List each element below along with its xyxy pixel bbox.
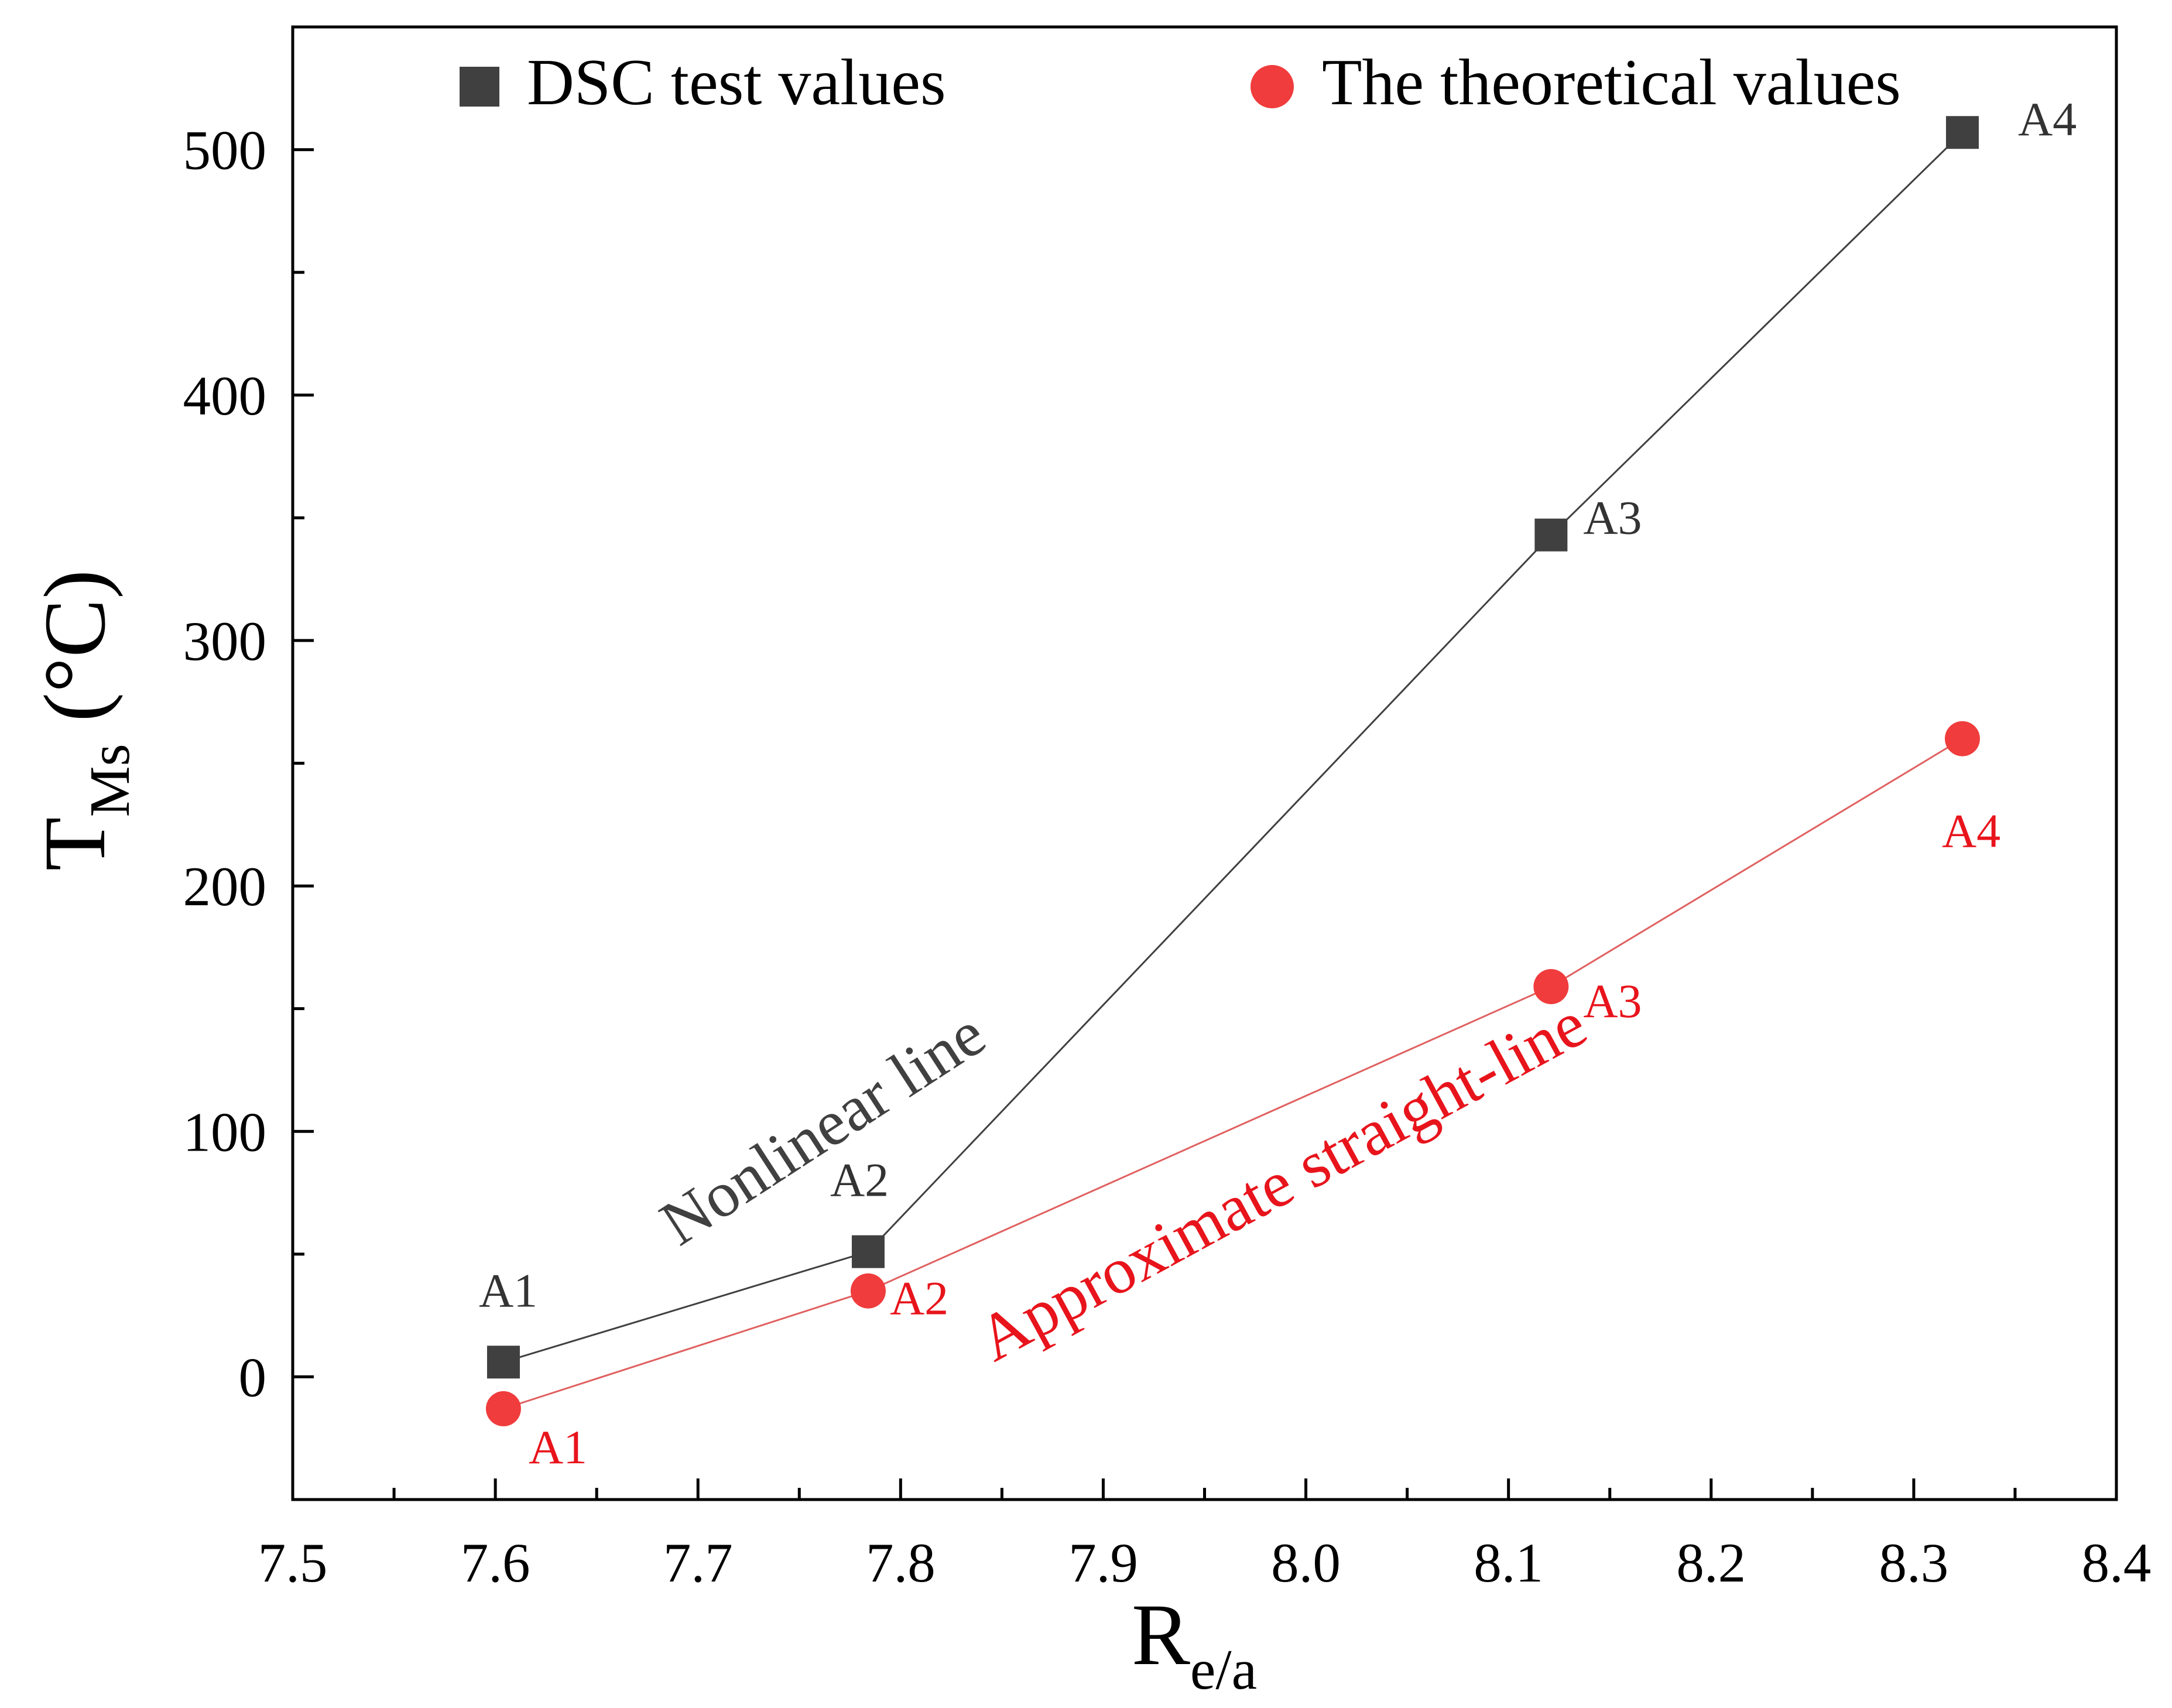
y-axis-title-unit: (°C) [26, 570, 124, 744]
x-axis-title-subscript: e/a [1190, 1638, 1257, 1702]
y-tick-label: 400 [183, 365, 267, 427]
point-label: A2 [890, 1272, 948, 1325]
series-theoretical-values: A1 A2 A3 A4 [485, 721, 2000, 1474]
annotation-nonlinear-line: Nonlinear line [648, 997, 998, 1259]
plot-frame [291, 25, 2118, 1501]
legend-marker-dsc-square [460, 67, 499, 107]
point-label: A3 [1583, 974, 1642, 1028]
point-label: A4 [2018, 93, 2077, 146]
data-point-circle [1944, 721, 1980, 757]
annotation-approximate-straight-line: Approximate straight-line [967, 987, 1598, 1375]
series-layer: A1 A2 A3 A4 A1 A2 A3 A4 [479, 93, 2077, 1474]
x-tick-label: 7.5 [258, 1532, 328, 1594]
x-tick-label: 8.0 [1271, 1532, 1341, 1594]
x-tick-label: 8.2 [1676, 1532, 1746, 1594]
legend: DSC test values The theoretical values [460, 46, 1901, 119]
y-tick-label: 500 [183, 119, 267, 182]
data-point-circle [850, 1273, 886, 1309]
point-label: A2 [830, 1154, 889, 1207]
x-tick-label: 8.3 [1879, 1532, 1949, 1594]
x-tick-label: 7.7 [663, 1532, 733, 1594]
x-tick-label: 8.1 [1474, 1532, 1543, 1594]
series-dsc-test-values: A1 A2 A3 A4 [479, 93, 2077, 1379]
data-point-square [851, 1235, 885, 1268]
point-label: A3 [1583, 491, 1642, 545]
x-tick-label: 8.4 [2082, 1532, 2152, 1594]
y-axis-ticks: 0 100 200 300 400 500 [183, 25, 314, 1501]
x-tick-label: 7.6 [461, 1532, 530, 1594]
y-axis-title: TMs (°C) [26, 570, 142, 871]
y-tick-label: 0 [239, 1346, 267, 1408]
legend-label-theoretical: The theoretical values [1322, 46, 1901, 119]
x-tick-label: 7.9 [1068, 1532, 1138, 1594]
series-line [503, 738, 1963, 1410]
y-axis-title-subscript: Ms [78, 744, 142, 817]
legend-label-dsc: DSC test values [527, 46, 946, 119]
data-point-square [487, 1346, 520, 1379]
y-tick-label: 300 [183, 610, 267, 672]
point-label: A1 [479, 1264, 537, 1317]
x-axis-title: Re/a [1132, 1586, 1257, 1702]
data-point-circle [485, 1391, 521, 1426]
x-tick-label: 7.8 [866, 1532, 936, 1594]
point-label: A1 [529, 1421, 587, 1474]
data-point-square [1945, 116, 1979, 149]
x-axis-ticks: 7.5 7.6 7.7 7.8 7.9 8.0 8.1 8.2 8.3 8.4 [258, 1478, 2152, 1594]
x-axis-title-main: R [1132, 1586, 1190, 1683]
series-line [503, 132, 1964, 1363]
y-tick-label: 200 [183, 855, 267, 918]
data-point-circle [1533, 968, 1569, 1004]
data-point-square [1534, 518, 1568, 552]
y-tick-label: 100 [183, 1101, 267, 1163]
y-axis-title-main: T [26, 817, 124, 871]
legend-marker-theoretical-circle [1251, 65, 1294, 108]
point-label: A4 [1942, 805, 2000, 858]
